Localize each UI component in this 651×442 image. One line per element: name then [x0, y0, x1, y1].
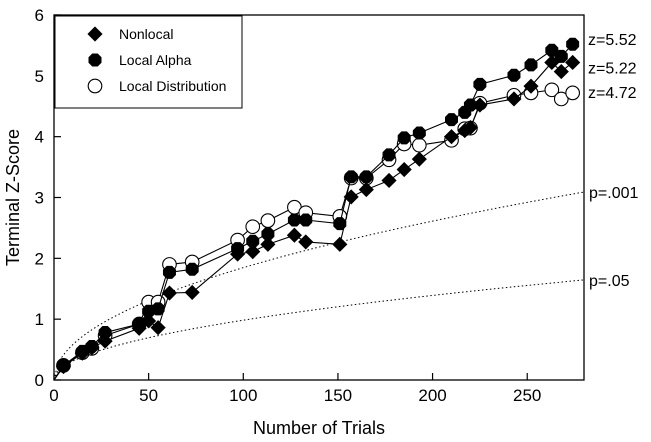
data-point: [381, 172, 397, 189]
series-local-distribution: [53, 82, 580, 381]
axes: 0 50 100 150 200 250 0 1 2 3 4 5 6 Number of Trials Te…: [3, 6, 541, 438]
data-point: [443, 129, 460, 145]
y-tick-label: 5: [35, 67, 44, 86]
data-point: [141, 313, 157, 329]
data-point: [506, 91, 522, 107]
data-point: [185, 262, 199, 276]
data-point: [553, 91, 569, 107]
y-tick-label: 4: [35, 128, 44, 147]
x-tick-label: 200: [418, 386, 446, 405]
data-point: [396, 161, 412, 178]
data-point: [230, 246, 246, 262]
data-point: [260, 213, 276, 228]
data-point: [411, 137, 427, 153]
data-point: [344, 170, 358, 184]
end-z-label: z=4.72: [588, 85, 637, 102]
data-point: [462, 119, 478, 136]
y-tick-label: 3: [35, 189, 44, 208]
data-point: [463, 98, 477, 112]
legend: Nonlocal Local Alpha Local Distribution: [54, 15, 243, 109]
legend-label: Nonlocal: [119, 26, 173, 42]
data-point: [358, 182, 374, 198]
legend-label: Local Alpha: [119, 52, 192, 68]
data-point: [245, 219, 261, 235]
data-point: [544, 54, 560, 71]
data-point: [150, 320, 166, 336]
end-z-label: z=5.22: [588, 60, 637, 77]
series-group: [53, 37, 581, 381]
y-axis-label: Terminal Z-Score: [3, 129, 23, 266]
y-tick-label: 2: [35, 249, 44, 268]
annotations: p=.001 p=.05 z=5.52 z=5.22 z=4.72: [588, 32, 638, 290]
data-point: [84, 340, 100, 356]
data-point: [333, 217, 347, 231]
reference-curve: [53, 279, 585, 381]
data-point: [523, 78, 539, 94]
reference-curve: [53, 191, 585, 381]
data-point: [397, 131, 411, 145]
data-point: [162, 265, 176, 279]
data-point: [260, 236, 276, 252]
data-point: [151, 302, 165, 316]
series-line: [53, 89, 573, 381]
data-point: [524, 58, 538, 72]
legend-label: Local Distribution: [119, 78, 226, 94]
data-point: [473, 77, 487, 91]
data-point: [565, 85, 580, 101]
x-tick-label: 0: [49, 386, 58, 405]
data-point: [184, 284, 200, 300]
data-point: [472, 97, 488, 113]
reference-curve-label: p=.05: [589, 273, 630, 290]
data-point: [245, 244, 261, 260]
data-point: [566, 37, 580, 51]
x-tick-label: 50: [139, 386, 158, 405]
end-z-label: z=5.52: [588, 32, 637, 49]
data-point: [298, 234, 314, 250]
data-point: [87, 78, 103, 94]
y-tick-label: 1: [35, 310, 44, 329]
data-point: [444, 113, 459, 127]
data-point: [97, 333, 113, 349]
data-point: [161, 285, 178, 301]
data-point: [286, 227, 302, 243]
data-point: [359, 170, 373, 184]
data-point: [343, 189, 359, 205]
x-tick-label: 250: [513, 386, 541, 405]
data-point: [554, 49, 568, 63]
data-point: [299, 213, 313, 227]
x-tick-label: 150: [324, 386, 352, 405]
data-point: [88, 53, 102, 67]
y-tick-label: 0: [35, 371, 44, 390]
data-point: [55, 359, 72, 375]
data-point: [74, 345, 90, 361]
data-point: [412, 126, 426, 140]
x-axis-label: Number of Trials: [253, 418, 385, 438]
reference-curve-label: p=.001: [589, 185, 638, 202]
legend-box: [54, 15, 243, 109]
y-tick-label: 6: [35, 6, 44, 25]
data-point: [382, 148, 396, 162]
data-point: [87, 26, 103, 42]
reference-curves: [53, 191, 585, 381]
data-point: [131, 320, 147, 336]
data-point: [411, 151, 427, 167]
data-point: [565, 54, 581, 71]
data-point: [332, 236, 348, 252]
x-tick-label: 100: [229, 386, 257, 405]
series-nonlocal: [53, 54, 581, 381]
data-point: [287, 213, 301, 227]
data-point: [507, 68, 521, 82]
data-point: [544, 82, 560, 98]
data-point: [553, 64, 569, 80]
